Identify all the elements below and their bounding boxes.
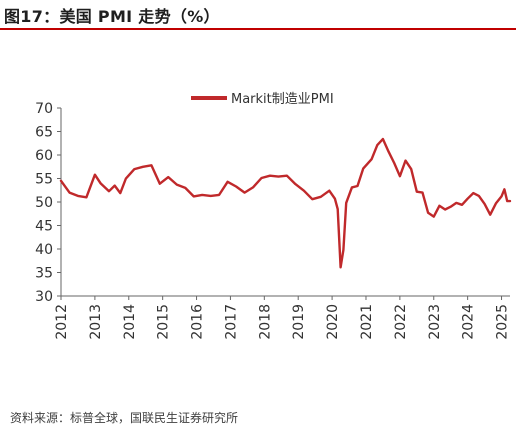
x-tick-label: 2016 xyxy=(190,304,206,340)
y-tick-label: 65 xyxy=(35,125,53,141)
y-tick-label: 35 xyxy=(35,266,53,282)
x-tick-label: 2017 xyxy=(223,304,239,340)
y-tick-label: 30 xyxy=(35,289,53,305)
y-axis: 30 35 40 45 50 55 60 65 70 xyxy=(35,101,62,305)
x-axis: 2012 2013 2014 2015 2016 2017 2018 2019 2020 2021… xyxy=(54,295,511,340)
y-tick-label: 60 xyxy=(35,148,53,164)
legend-label: Markit制造业PMI xyxy=(231,92,334,107)
series-line-0 xyxy=(59,137,512,269)
y-tick-label: 40 xyxy=(35,242,53,258)
chart-title: 图17：美国 PMI 走势（%） xyxy=(4,7,220,26)
y-tick-label: 45 xyxy=(35,219,53,235)
x-tick-label: 2012 xyxy=(54,304,70,340)
x-tick-label: 2021 xyxy=(359,304,375,340)
x-tick-label: 2025 xyxy=(495,304,511,340)
legend: Markit制造业PMI xyxy=(191,92,334,107)
title-bar: 图17：美国 PMI 走势（%） xyxy=(0,0,516,30)
x-tick-label: 2020 xyxy=(325,304,341,340)
x-tick-label: 2022 xyxy=(393,304,409,340)
source-note: 资料来源：标普全球，国联民生证券研究所 xyxy=(10,411,239,425)
x-tick-label: 2013 xyxy=(88,304,104,340)
x-tick-label: 2019 xyxy=(291,304,307,340)
y-tick-label: 70 xyxy=(35,101,53,117)
series-layer xyxy=(59,137,512,269)
y-tick-label: 55 xyxy=(35,172,53,188)
x-tick-label: 2014 xyxy=(122,304,138,340)
x-tick-label: 2023 xyxy=(427,304,443,340)
y-tick-label: 50 xyxy=(35,195,53,211)
x-tick-label: 2015 xyxy=(156,304,172,340)
x-tick-label: 2018 xyxy=(257,304,273,340)
x-tick-label: 2024 xyxy=(461,304,477,340)
